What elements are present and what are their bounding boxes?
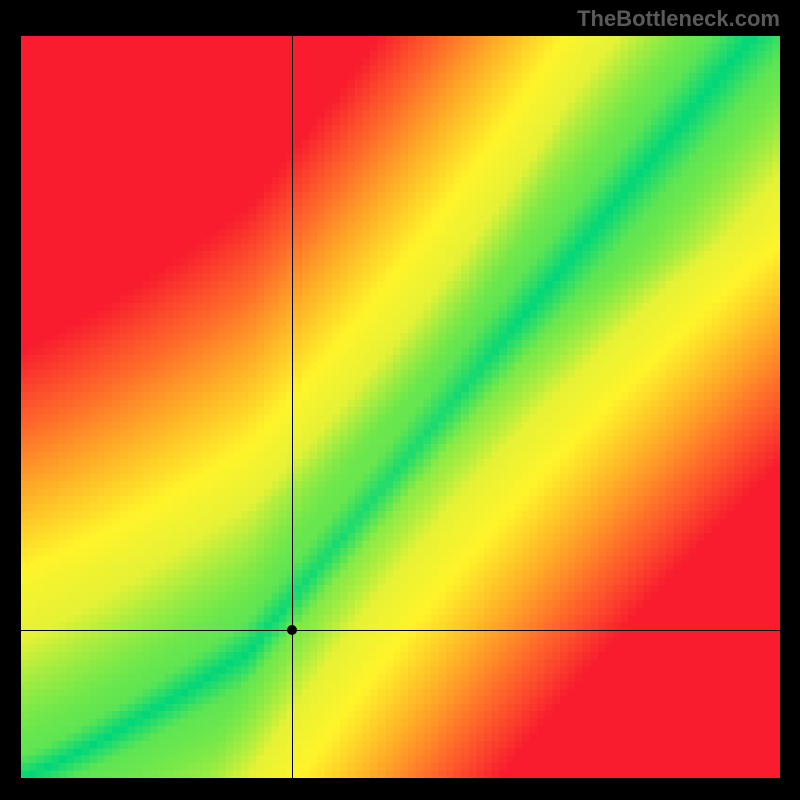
crosshair-horizontal	[21, 630, 780, 631]
heatmap-plot	[21, 36, 780, 778]
crosshair-vertical	[292, 36, 293, 778]
crosshair-marker	[287, 625, 297, 635]
watermark-text: TheBottleneck.com	[577, 6, 780, 32]
heatmap-canvas	[21, 36, 780, 778]
